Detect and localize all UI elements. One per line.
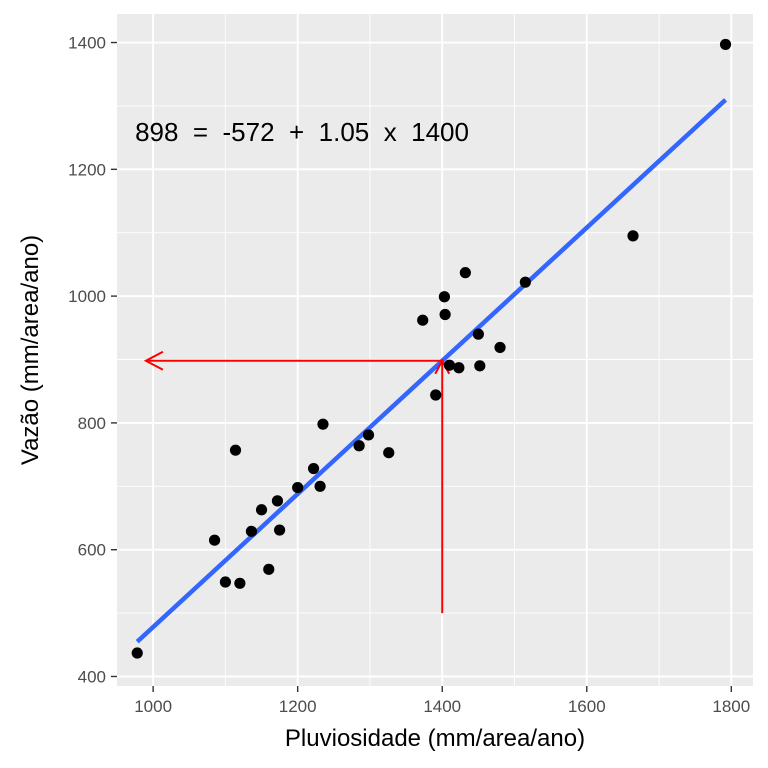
- y-tick-label: 800: [78, 414, 106, 433]
- data-point: [314, 480, 326, 492]
- data-point: [474, 360, 486, 372]
- regression-line-group: [135, 98, 728, 644]
- x-axis-title: Pluviosidade (mm/area/ano): [285, 725, 585, 752]
- data-point: [443, 359, 456, 371]
- data-point: [459, 267, 471, 279]
- data-point: [255, 504, 268, 516]
- y-tick-label: 1200: [68, 160, 106, 179]
- equation-annotation: 898 = -572 + 1.05 x 1400: [135, 117, 469, 147]
- data-point: [208, 534, 221, 546]
- horizontal-arrow-head: [143, 350, 164, 371]
- data-point: [472, 328, 484, 340]
- y-tick-label: 1400: [68, 34, 106, 53]
- data-point: [245, 525, 258, 537]
- data-point: [274, 524, 286, 536]
- y-tick-label: 1000: [68, 287, 106, 306]
- data-point: [439, 308, 451, 321]
- x-tick-label: 1000: [134, 697, 172, 716]
- data-point: [453, 362, 465, 374]
- y-tick-label: 600: [78, 541, 106, 560]
- data-point: [131, 647, 143, 659]
- x-tick-label: 1400: [423, 697, 461, 716]
- data-point: [627, 230, 639, 242]
- major-gridlines: [117, 14, 753, 686]
- data-point: [317, 418, 329, 430]
- axis-tick-labels: 1000 1200 1400 1600 1800 400 600 800 1000 1200 140…: [68, 34, 750, 716]
- y-axis-title: Vazão (mm/area/ano): [17, 235, 44, 465]
- panel-background: [117, 14, 753, 686]
- data-point: [229, 444, 242, 456]
- data-point: [417, 314, 429, 326]
- y-tick-label: 400: [78, 667, 106, 686]
- x-tick-label: 1800: [712, 697, 750, 716]
- minor-gridlines: [117, 14, 753, 686]
- data-point: [383, 447, 395, 459]
- data-point: [353, 440, 365, 452]
- data-point: [263, 563, 275, 575]
- x-tick-label: 1600: [568, 697, 606, 716]
- regression-line: [135, 98, 728, 644]
- x-tick-label: 1200: [279, 697, 317, 716]
- data-point: [719, 38, 732, 51]
- data-point: [307, 462, 320, 475]
- data-point: [430, 389, 442, 401]
- data-points: [131, 38, 732, 659]
- data-point: [271, 495, 284, 507]
- data-point: [494, 341, 506, 354]
- data-point: [219, 576, 232, 588]
- data-point: [234, 577, 246, 589]
- axis-ticks: [111, 41, 733, 692]
- data-point: [292, 481, 304, 494]
- data-point: [519, 276, 531, 288]
- data-point: [362, 429, 375, 441]
- data-point: [438, 291, 450, 303]
